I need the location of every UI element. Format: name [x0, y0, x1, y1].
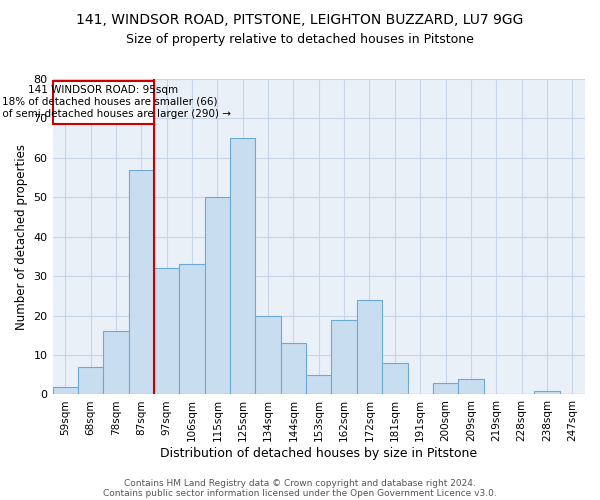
Bar — [256, 316, 281, 394]
Text: 141 WINDSOR ROAD: 95sqm: 141 WINDSOR ROAD: 95sqm — [28, 85, 178, 95]
Text: Contains HM Land Registry data © Crown copyright and database right 2024.: Contains HM Land Registry data © Crown c… — [124, 478, 476, 488]
Bar — [205, 198, 230, 394]
Bar — [458, 378, 484, 394]
X-axis label: Distribution of detached houses by size in Pitstone: Distribution of detached houses by size … — [160, 447, 478, 460]
Bar — [230, 138, 256, 394]
Bar — [357, 300, 382, 394]
Bar — [128, 170, 154, 394]
Bar — [382, 363, 407, 394]
Text: Contains public sector information licensed under the Open Government Licence v3: Contains public sector information licen… — [103, 488, 497, 498]
Bar — [331, 320, 357, 394]
Bar — [154, 268, 179, 394]
Text: 81% of semi-detached houses are larger (290) →: 81% of semi-detached houses are larger (… — [0, 108, 231, 118]
Text: ← 18% of detached houses are smaller (66): ← 18% of detached houses are smaller (66… — [0, 97, 217, 107]
Bar — [179, 264, 205, 394]
FancyBboxPatch shape — [53, 81, 154, 124]
Text: 141, WINDSOR ROAD, PITSTONE, LEIGHTON BUZZARD, LU7 9GG: 141, WINDSOR ROAD, PITSTONE, LEIGHTON BU… — [76, 12, 524, 26]
Bar — [534, 390, 560, 394]
Bar — [281, 343, 306, 394]
Bar — [306, 374, 331, 394]
Bar — [53, 386, 78, 394]
Bar — [433, 382, 458, 394]
Y-axis label: Number of detached properties: Number of detached properties — [15, 144, 28, 330]
Bar — [103, 332, 128, 394]
Bar — [78, 367, 103, 394]
Text: Size of property relative to detached houses in Pitstone: Size of property relative to detached ho… — [126, 32, 474, 46]
